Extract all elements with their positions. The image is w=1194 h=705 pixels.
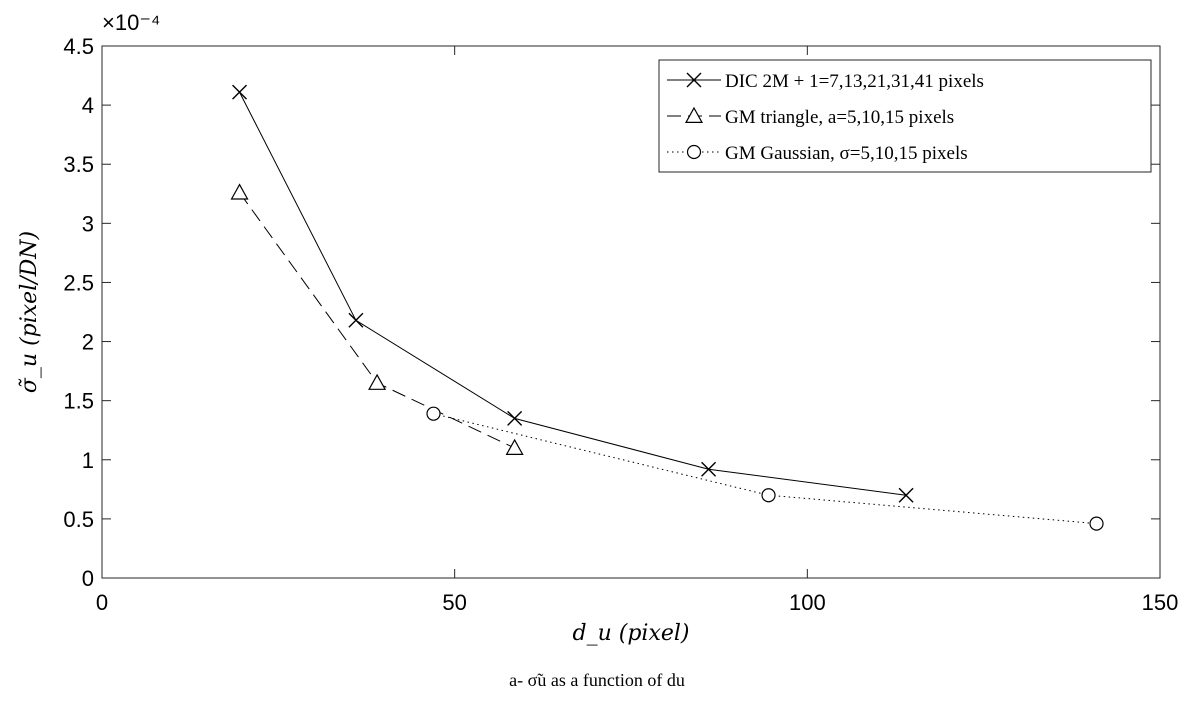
y-tick-label: 4	[82, 93, 94, 118]
data-point-series-2	[368, 373, 387, 390]
y-tick-label: 4.5	[63, 34, 94, 59]
plot-area: 0 50 100 150 0 0.5 1 1.5 2 2.5 3 3.5 4 4.5 ×10⁻⁴ d_u (p…	[17, 10, 1179, 646]
y-tick-label: 2	[82, 330, 94, 355]
x-tick-label: 50	[442, 590, 466, 615]
y-tick-label: 3.5	[63, 152, 94, 177]
data-point-series-1	[232, 84, 248, 100]
x-tick-label: 150	[1142, 590, 1179, 615]
legend-label-3: GM Gaussian, σ=5,10,15 pixels	[725, 143, 968, 164]
data-point-series-2	[505, 438, 524, 455]
legend-label-1: DIC 2M + 1=7,13,21,31,41 pixels	[725, 71, 984, 92]
data-point-series-1	[507, 410, 523, 426]
legend-marker-1	[686, 72, 702, 88]
y-tick-label: 1	[82, 448, 94, 473]
data-point-series-1	[898, 487, 914, 503]
data-point-series-3	[761, 488, 776, 503]
data-point-series-1	[701, 461, 717, 477]
legend-label-2: GM triangle, a=5,10,15 pixels	[725, 107, 954, 128]
y-tick-label: 0.5	[63, 507, 94, 532]
y-exponent-label: ×10⁻⁴	[102, 10, 160, 35]
axes-box	[101, 45, 1161, 579]
figure-caption: a- σ̃u as a function of du	[0, 670, 1194, 691]
y-tick-label: 2.5	[63, 270, 94, 295]
legend-marker-2	[684, 106, 704, 123]
legend-box	[658, 59, 1152, 173]
data-point-series-2	[230, 183, 249, 200]
data-point-series-3	[426, 406, 441, 421]
data-point-series-1	[348, 312, 364, 328]
y-tick-label: 0	[82, 566, 94, 591]
legend-marker-3	[686, 144, 702, 160]
series-line-2	[239, 192, 515, 449]
x-tick-label: 100	[789, 590, 826, 615]
x-axis-label: d_u (pixel)	[573, 621, 690, 646]
series-line-3	[433, 413, 1097, 525]
x-tick-label: 0	[96, 590, 108, 615]
data-point-series-3	[1089, 516, 1104, 531]
y-tick-label: 3	[82, 211, 94, 236]
y-axis-label: σ̃_u (pixel/DN)	[17, 231, 42, 393]
caption-text: a- σ̃u as a function of du	[509, 670, 685, 690]
y-tick-label: 1.5	[63, 389, 94, 414]
